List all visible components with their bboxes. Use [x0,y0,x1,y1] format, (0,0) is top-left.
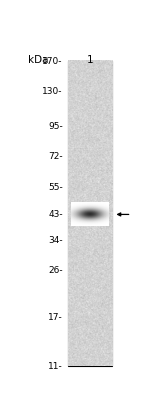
Text: 26-: 26- [48,266,63,275]
Text: 170-: 170- [42,57,63,66]
Text: 43-: 43- [48,210,63,219]
Text: 55-: 55- [48,183,63,191]
Text: kDa: kDa [28,55,49,65]
Text: 1: 1 [86,55,93,65]
Text: 34-: 34- [48,236,63,245]
Text: 72-: 72- [48,153,63,161]
Text: 95-: 95- [48,122,63,131]
Bar [68,61,112,366]
Text: 17-: 17- [48,313,63,322]
Text: 130-: 130- [42,87,63,95]
Text: 11-: 11- [48,362,63,371]
